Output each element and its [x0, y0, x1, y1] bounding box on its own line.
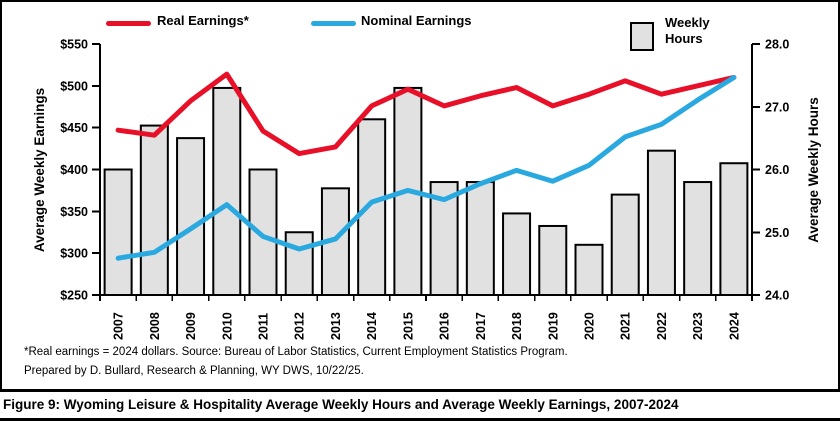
weekly-hours-legend-swatch-icon [630, 22, 654, 51]
weekly-hours-legend-line1: Weekly [665, 15, 710, 30]
left-axis-title: Average Weekly Earnings [32, 88, 47, 252]
left-axis-tick-label: $450 [60, 121, 88, 135]
right-axis-tick-label: 24.0 [765, 289, 789, 303]
x-axis-year-label: 2007 [112, 312, 126, 340]
x-axis-year-label: 2011 [257, 313, 271, 340]
nominal-earnings-legend-swatch-icon [311, 21, 356, 26]
footnote-line-1: *Real earnings = 2024 dollars. Source: B… [24, 346, 568, 358]
bar-2012 [284, 231, 314, 296]
x-axis-year-label: 2012 [293, 312, 307, 340]
chart-frame: Real Earnings* Nominal Earnings Weekly H… [0, 0, 840, 392]
x-axis-year-label: 2019 [546, 312, 560, 340]
bar-2017 [465, 181, 495, 296]
x-axis-year-label: 2023 [691, 312, 705, 340]
x-axis-year-label: 2014 [365, 312, 379, 340]
combo-chart: $550 $500 $450 $400 $350 $300 $250 28.0 27.0 26.0… [32, 38, 821, 341]
bar-2014 [357, 118, 387, 296]
real-earnings-line [115, 71, 737, 157]
x-axis-year-label: 2016 [438, 312, 452, 340]
weekly-hours-legend-line2: Hours [665, 31, 703, 46]
x-axis-year-label: 2024 [727, 312, 741, 340]
bar-2007 [103, 168, 133, 296]
x-axis-year-label: 2013 [329, 312, 343, 340]
right-axis-tick-label: 28.0 [765, 38, 789, 52]
bar-2022 [646, 149, 676, 296]
left-axis-tick-label: $400 [60, 163, 88, 177]
left-axis-tick-label: $350 [60, 205, 88, 219]
x-axis-year-label: 2017 [474, 312, 488, 340]
weekly-hours-legend-label: Weekly Hours [665, 15, 710, 47]
bar-2024 [719, 162, 749, 296]
x-axis-year-label: 2009 [184, 312, 198, 340]
real-earnings-legend-label: Real Earnings* [157, 13, 249, 28]
x-axis-year-label: 2008 [148, 312, 162, 340]
bar-2009 [176, 137, 206, 296]
bar-2020 [574, 243, 604, 297]
bar-2023 [683, 181, 713, 296]
right-axis-tick-label: 27.0 [765, 100, 789, 114]
left-axis-tick-label: $300 [60, 247, 88, 261]
bottom-rule [0, 418, 840, 421]
x-axis-year-label: 2022 [655, 312, 669, 340]
left-axis-tick-label: $550 [60, 38, 88, 52]
bar-2021 [610, 193, 640, 297]
left-axis-tick-label: $500 [60, 79, 88, 93]
figure-caption: Figure 9: Wyoming Leisure & Hospitality … [3, 397, 679, 412]
nominal-earnings-legend-label: Nominal Earnings [361, 13, 472, 28]
bar-2010 [212, 86, 242, 296]
left-axis-tick-label: $250 [60, 289, 88, 303]
nominal-earnings-line [115, 74, 737, 261]
right-axis-tick-label: 25.0 [765, 226, 789, 240]
x-axis-year-label: 2015 [401, 312, 415, 340]
real-earnings-legend-swatch-icon [106, 21, 151, 26]
right-axis-title: Average Weekly Hours [806, 97, 821, 243]
right-axis-tick-label: 26.0 [765, 163, 789, 177]
footnote: *Real earnings = 2024 dollars. Source: B… [24, 343, 568, 381]
bar-2008 [139, 124, 169, 296]
x-axis-year-label: 2018 [510, 312, 524, 340]
bar-2016 [429, 181, 459, 296]
bar-2019 [538, 224, 568, 297]
x-axis-year-label: 2021 [619, 312, 633, 340]
x-axis-year-label: 2010 [220, 312, 234, 340]
x-axis-year-label: 2020 [583, 312, 597, 340]
bar-2011 [248, 168, 278, 296]
footnote-line-2: Prepared by D. Bullard, Research & Plann… [24, 365, 364, 377]
bar-2018 [502, 212, 532, 296]
